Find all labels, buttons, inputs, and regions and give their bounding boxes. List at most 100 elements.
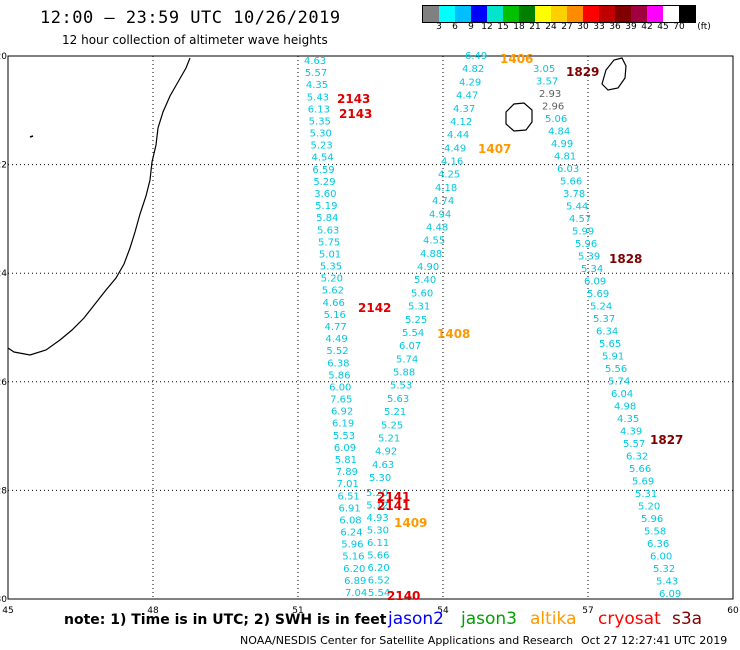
swh-value: 7.04 [345,588,367,599]
swh-value: 2.93 [539,89,561,100]
swh-value: 5.75 [318,237,340,248]
legend-swatch [455,6,471,22]
pass-time-label: 1409 [394,516,427,530]
pass-time-label: 2141 [377,490,410,504]
swh-value: 4.88 [420,249,442,260]
swh-value: 5.20 [321,274,343,285]
legend-label: 45 [657,22,669,32]
pass-time-label: 1828 [609,252,642,266]
swh-value: 4.48 [426,222,448,233]
lon-tick-label: 60 [727,606,739,616]
legend-swatch [631,6,647,22]
swh-value: 5.23 [311,141,333,152]
swh-value: 5.53 [333,431,355,442]
swh-value: 5.66 [629,464,651,475]
swh-value: 5.54 [402,328,424,339]
swh-value: 6.20 [368,563,390,574]
swh-value: 6.04 [611,389,633,400]
legend-swatch [439,6,455,22]
swh-value: 5.52 [326,346,348,357]
swh-value: 4.66 [323,298,345,309]
lon-tick-label: 45 [2,606,13,616]
swh-value: 6.09 [584,277,606,288]
legend-label: 27 [561,22,573,32]
swh-value: 3.57 [536,77,558,88]
swh-value: 5.58 [644,527,666,538]
map-title: 12:00 — 23:59 UTC 10/26/2019 [40,8,341,28]
legend-swatch [567,6,583,22]
swh-value: 5.65 [599,339,621,350]
swh-value: 6.24 [340,528,362,539]
pass-time-label: 1407 [478,142,511,156]
swh-value: 5.35 [320,262,342,273]
swh-value: 5.60 [411,288,433,299]
swh-value: 3.05 [533,64,555,75]
swh-value: 6.91 [338,503,360,514]
swh-value: 4.84 [548,127,570,138]
swh-value: 6.08 [339,515,361,526]
lat-tick-label: -24 [0,269,7,279]
swh-value: 5.86 [328,370,350,381]
swh-value: 5.20 [366,488,388,499]
lon-tick-label: 51 [292,606,303,616]
swh-value: 5.57 [305,68,327,79]
legend-swatch [471,6,487,22]
pass-time-label: 2143 [337,92,370,106]
swh-value: 7.89 [336,467,358,478]
swh-value: 5.56 [605,364,627,375]
swh-value: 5.21 [384,407,406,418]
swh-value: 6.19 [332,419,354,430]
lat-tick-label: -28 [0,486,7,496]
swh-value: 5.31 [408,302,430,313]
swh-value: 5.88 [393,368,415,379]
swh-value: 6.11 [367,538,389,549]
swh-value: 6.13 [308,104,330,115]
swh-value: 5.31 [635,489,657,500]
swh-value: 4.82 [462,64,484,75]
swh-value: 5.37 [593,314,615,325]
swh-value: 4.49 [444,143,466,154]
pass-time-label: 1829 [566,65,599,79]
swh-value: 4.81 [554,152,576,163]
swh-value: 4.92 [375,447,397,458]
lon-tick-label: 48 [147,606,159,616]
swh-value: 4.74 [432,196,454,207]
lon-tick-label: 54 [437,606,449,616]
swh-value: 5.53 [390,381,412,392]
swh-value: 4.93 [367,513,389,524]
swh-value: 6.59 [312,165,334,176]
pass-time-label: 1827 [650,433,683,447]
swh-value: 5.43 [307,92,329,103]
swh-value: 5.66 [367,551,389,562]
swh-value: 4.54 [311,153,333,164]
satellite-label-jason2: jason2 [388,609,444,629]
legend-label: 42 [641,22,653,32]
swh-value: 4.35 [306,80,328,91]
swh-value: 7.65 [330,395,352,406]
swh-value: 4.29 [459,77,481,88]
lat-tick-label: -26 [0,378,7,388]
swh-value: 5.96 [575,239,597,250]
swh-value: 5.25 [381,420,403,431]
legend-label: 30 [577,22,589,32]
satellite-label-s3a: s3a [672,609,703,629]
swh-value: 6.09 [334,443,356,454]
legend-swatch [423,6,439,22]
map-frame [7,55,734,600]
swh-value: 5.44 [566,202,588,213]
swh-value: 4.44 [447,130,469,141]
lon-tick-label: 57 [582,606,593,616]
swh-value: 4.12 [450,117,472,128]
pass-time-label: 1408 [437,327,470,341]
swh-value: 6.52 [368,576,390,587]
swh-value: 6.49 [465,51,487,62]
legend-swatch [679,6,695,22]
legend-label: 9 [468,22,474,32]
swh-value: 5.40 [414,275,436,286]
swh-value: 4.99 [551,139,573,150]
swh-value: 6.09 [659,589,681,600]
swh-value: 5.30 [310,129,332,140]
legend-label: 70 [673,22,685,32]
swh-value: 5.21 [378,433,400,444]
